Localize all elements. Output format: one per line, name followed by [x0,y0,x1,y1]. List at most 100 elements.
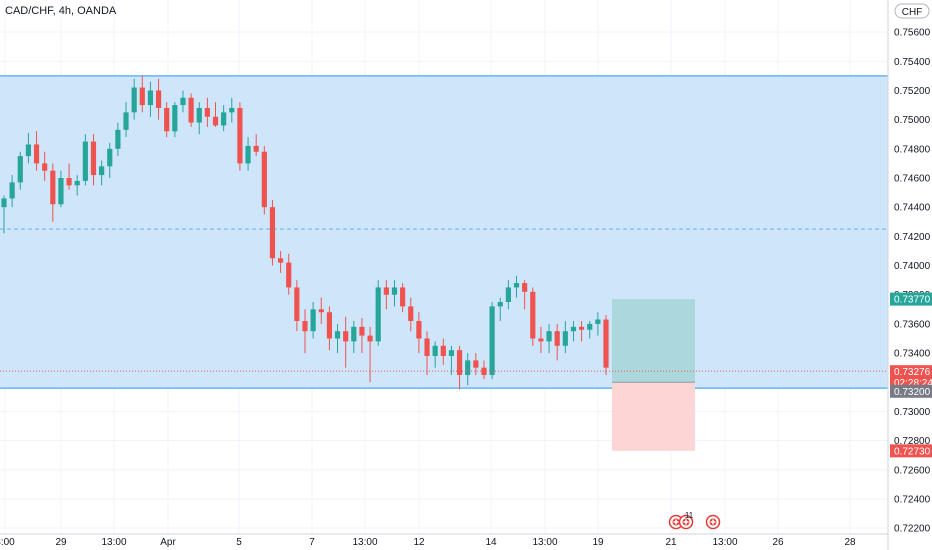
candle-down [367,326,373,383]
economic-event-icon-plus-h [710,521,716,523]
candle-body [42,163,48,171]
position-target-area[interactable] [612,299,695,383]
candle-up [465,353,471,386]
target-price-tag[interactable]: 0.73770 [890,292,932,306]
range-zone-fill [0,75,888,389]
candle-body [416,320,422,339]
candle-down [318,297,324,324]
candle-body [595,319,601,324]
stop-price-tag-text: 0.72730 [894,446,931,457]
candle-body [326,312,333,339]
stop-price-tag-bg [890,444,932,458]
candle-down [440,338,446,365]
candle-body [74,180,80,186]
candle-body [1,198,7,208]
candle-body [497,302,503,307]
currency-badge[interactable]: CHF [894,3,930,19]
candle-body [302,320,308,332]
candle-down [50,163,56,222]
time-axis[interactable]: 3:00 29 13:00 Apr 5 7 13:00 12 14 13:00 19 21 13:00 2… [0,533,888,548]
candle-down [522,280,528,310]
y-tick-label: 0.74400 [894,203,931,214]
event-markers[interactable]: 11 [668,511,721,530]
current-price-tag-text: 0.73276 [894,367,931,378]
candle-body [513,283,520,288]
candle-down [277,250,284,273]
candle-up [375,280,381,346]
candle-down [237,102,243,171]
candle-body [318,309,324,313]
x-tick-label: 13:00 [352,537,377,548]
y-tick-label: 0.72200 [894,524,931,535]
candle-up [115,122,121,157]
position-tool[interactable] [612,299,695,451]
candle-down [416,312,422,354]
stop-price-tag[interactable]: 0.72730 [890,444,932,458]
candle-body [465,360,471,375]
candle-down [554,323,560,361]
candle-down [155,78,162,120]
y-tick-label: 0.73600 [894,319,931,330]
candle-up [245,137,251,171]
candle-body [180,97,186,106]
price-axis[interactable]: 0.75600 0.75400 0.75200 0.75000 0.74800 0.746… [887,0,932,550]
y-tick-label: 0.75400 [894,57,931,68]
entry-price-tag[interactable]: 0.73200 [890,384,932,398]
candle-body [155,90,162,108]
candle-body [229,107,235,113]
y-tick-label: 0.74800 [894,144,931,155]
candle-body [99,166,105,176]
candle-up [82,134,88,186]
candle-body [530,291,536,339]
candle-body [570,326,577,332]
candle-body [473,360,479,368]
candle-body [286,262,292,288]
y-tick-label: 0.73000 [894,407,931,418]
y-tick-label: 0.75200 [894,86,931,97]
candle-up [229,97,235,123]
candle-down [66,163,72,190]
y-tick-label: 0.75600 [894,28,931,39]
candle-down [530,287,536,346]
candle-body [440,345,446,356]
candle-down [212,102,219,127]
candle-up [17,151,23,190]
candle-body [90,141,97,176]
economic-event-icon[interactable] [678,514,694,530]
candle-body [391,287,398,295]
candle-body [253,145,259,152]
candle-body [400,287,406,307]
candle-up [9,175,15,208]
y-tick-label: 0.75000 [894,115,931,126]
economic-event-icon[interactable] [705,514,721,530]
x-tick-label: 26 [772,537,784,548]
candle-body [164,107,170,132]
candle-up [196,102,202,135]
candle-body [538,338,544,342]
candle-body [107,148,113,167]
candle-body [147,90,154,106]
candle-body [432,345,438,356]
candle-down [424,331,430,375]
candle-up [489,302,495,380]
candle-body [204,107,210,117]
candle-body [188,97,194,123]
candle-body [294,287,300,321]
x-tick-label: 13:00 [712,537,737,548]
economic-event-icon[interactable] [668,514,684,530]
candle-down [400,283,406,313]
candle-down [90,134,97,186]
candle-down [359,318,365,354]
x-tick-label: 13:00 [101,537,126,548]
candle-down [253,134,259,157]
candle-body [310,309,316,332]
candle-up [1,195,7,234]
chart-title: CAD/CHF, 4h, OANDA [5,5,117,17]
candle-body [66,178,72,186]
position-stop-area[interactable] [612,382,695,451]
candle-body [261,151,267,208]
candle-body [456,350,463,375]
candle-up [25,132,32,164]
y-tick-label: 0.72600 [894,465,931,476]
